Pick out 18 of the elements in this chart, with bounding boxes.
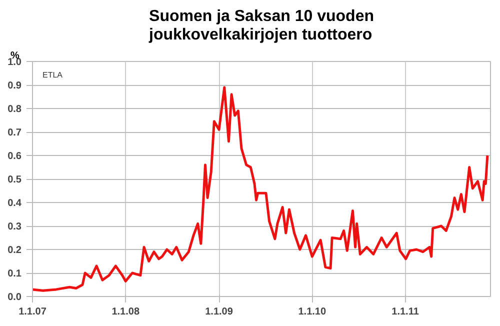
y-tick-label: 0.6 <box>8 151 22 162</box>
y-tick-label: 0.4 <box>8 198 22 209</box>
x-tick-label: 1.1.09 <box>205 306 234 318</box>
x-tick-label: 1.1.11 <box>392 306 420 318</box>
y-tick-label: 0.9 <box>8 80 22 92</box>
y-tick-label: 0.7 <box>8 128 22 138</box>
x-tick-label: 1.1.07 <box>18 306 47 318</box>
line-series <box>32 86 489 292</box>
x-tick-label: 1.1.08 <box>112 306 140 318</box>
y-tick-label: 0.1 <box>8 268 22 280</box>
y-tick-label: 0.5 <box>8 174 22 186</box>
chart-title: Suomen ja Saksan 10 vuoden joukkovelkakirjojen tuottoero <box>148 8 374 44</box>
annotation: ETLA <box>42 70 64 80</box>
y-tick-label: 0.2 <box>8 245 22 256</box>
y-tick-label: 0.8 <box>8 104 22 115</box>
x-tick-label: 1.1.10 <box>298 306 326 318</box>
y-tick-label: 0.3 <box>8 222 22 232</box>
y-tick-label: 0.0 <box>8 292 22 303</box>
